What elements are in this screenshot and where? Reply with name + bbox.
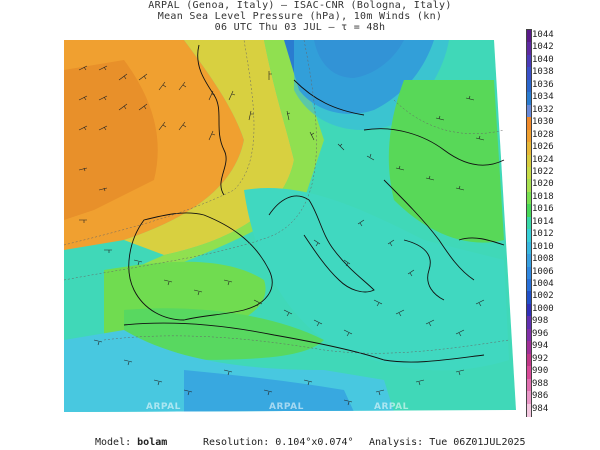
model-label: Model:: [95, 437, 138, 448]
legend-level-label: 990: [532, 366, 549, 377]
legend-level-label: 992: [532, 353, 549, 364]
legend-level-label: 1018: [532, 191, 554, 202]
legend-swatch: [527, 79, 531, 93]
model-info: Model: bolam: [95, 437, 167, 448]
header-valid-time: 06 UTC Thu 03 JUL – τ = 48h: [214, 22, 386, 33]
legend-swatch: [527, 328, 531, 342]
legend-swatch: [527, 303, 531, 317]
legend-color-bar: [526, 29, 532, 417]
legend-level-label: 1038: [532, 67, 554, 78]
legend-level-label: 1032: [532, 104, 554, 115]
legend-level-label: 1022: [532, 166, 554, 177]
legend-swatch: [527, 403, 531, 417]
watermark-1: ARPAL: [146, 402, 181, 412]
resolution-info: Resolution: 0.104°x0.074°: [203, 437, 354, 448]
map-footer: Model: bolam Resolution: 0.104°x0.074° A…: [0, 437, 600, 449]
legend-swatch: [527, 30, 531, 43]
legend-swatch: [527, 154, 531, 168]
coastlines: [123, 44, 505, 363]
legend-level-label: 1034: [532, 92, 554, 103]
legend-level-label: 994: [532, 341, 549, 352]
legend-swatch: [527, 54, 531, 68]
legend-level-label: 1010: [532, 241, 554, 252]
header-agencies: ARPAL (Genoa, Italy) – ISAC-CNR (Bologna…: [148, 0, 452, 11]
legend-swatch: [527, 266, 531, 280]
legend-level-label: 1042: [532, 42, 554, 53]
legend-swatch: [527, 378, 531, 392]
legend-swatch: [527, 179, 531, 193]
legend-level-label: 1004: [532, 279, 554, 290]
wind-barbs: [78, 65, 485, 406]
legend-swatch: [527, 216, 531, 230]
legend-level-label: 1028: [532, 129, 554, 140]
legend-level-label: 1016: [532, 204, 554, 215]
north-africa-green: [124, 308, 324, 360]
model-value: bolam: [137, 437, 168, 448]
legend-swatch: [527, 353, 531, 367]
legend-swatch: [527, 129, 531, 143]
legend-level-label: 986: [532, 391, 549, 402]
legend-level-label: 1014: [532, 216, 554, 227]
legend-level-label: 1020: [532, 179, 554, 190]
legend-swatch: [527, 92, 531, 106]
legend-level-label: 1044: [532, 30, 554, 40]
legend-level-label: 1036: [532, 79, 554, 90]
legend-swatch: [527, 279, 531, 293]
legend-swatch: [527, 42, 531, 56]
map-header: ARPAL (Genoa, Italy) – ISAC-CNR (Bologna…: [0, 0, 600, 33]
legend-swatch: [527, 142, 531, 156]
legend-swatch: [527, 291, 531, 305]
legend-swatch: [527, 191, 531, 205]
legend-swatch: [527, 204, 531, 218]
legend-level-label: 988: [532, 378, 549, 389]
legend-swatch: [527, 166, 531, 180]
header-field-description: Mean Sea Level Pressure (hPa), 10m Winds…: [157, 11, 443, 22]
legend-level-label: 1030: [532, 117, 554, 128]
legend-swatch: [527, 391, 531, 405]
legend-level-label: 1000: [532, 303, 554, 314]
legend-level-label: 1002: [532, 291, 554, 302]
high-pressure-core: [64, 60, 158, 220]
legend-level-label: 1040: [532, 54, 554, 65]
watermark-2: ARPAL: [269, 402, 304, 412]
forecast-map: ARPAL ARPAL ARPAL: [64, 40, 516, 412]
legend-level-label: 984: [532, 403, 549, 414]
legend-swatch: [527, 366, 531, 380]
watermark-3: ARPAL: [374, 402, 409, 412]
eastern-europe-green: [388, 80, 504, 243]
legend-level-label: 1012: [532, 229, 554, 240]
legend-level-label: 1024: [532, 154, 554, 165]
mediterranean-field: [244, 188, 509, 371]
legend-level-label: 996: [532, 328, 549, 339]
legend-level-label: 998: [532, 316, 549, 327]
legend-swatch: [527, 67, 531, 81]
isobars: [64, 40, 510, 354]
pressure-legend: 1044 1042 1040 1038 1036 1034 1032 1030 1028 1026…: [526, 29, 586, 417]
legend-swatch: [527, 241, 531, 255]
legend-swatch: [527, 316, 531, 330]
legend-swatch: [527, 117, 531, 131]
legend-level-label: 1006: [532, 266, 554, 277]
legend-swatch: [527, 254, 531, 268]
analysis-time: Analysis: Tue 06Z01JUL2025: [369, 437, 526, 448]
legend-swatch: [527, 104, 531, 118]
pressure-field-map: [64, 40, 516, 412]
legend-swatch: [527, 341, 531, 355]
legend-swatch: [527, 229, 531, 243]
legend-level-label: 1008: [532, 254, 554, 265]
legend-level-label: 1026: [532, 142, 554, 153]
